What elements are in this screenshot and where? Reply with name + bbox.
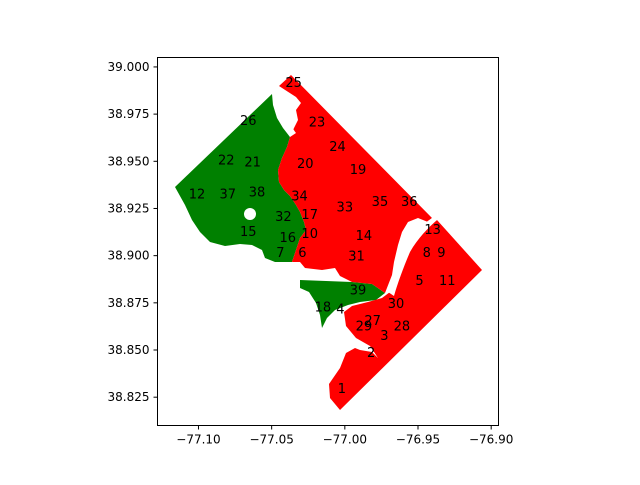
x-tick-label: −77.10 xyxy=(176,433,220,447)
region-hole xyxy=(244,208,256,220)
cluster-label-33: 33 xyxy=(337,201,354,216)
cluster-label-3: 3 xyxy=(380,329,388,344)
cluster-label-39: 39 xyxy=(350,284,367,299)
river-gap-north xyxy=(280,108,296,137)
cluster-label-37: 37 xyxy=(219,187,236,202)
cluster-label-38: 38 xyxy=(249,185,266,200)
river-gap-east xyxy=(388,218,437,296)
cluster-label-18: 18 xyxy=(315,301,332,316)
cluster-label-4: 4 xyxy=(336,302,344,317)
x-tick-label: −77.05 xyxy=(249,433,293,447)
cluster-label-14: 14 xyxy=(356,229,373,244)
cluster-label-35: 35 xyxy=(372,195,389,210)
cluster-label-34: 34 xyxy=(291,189,308,204)
cluster-label-6: 6 xyxy=(298,246,306,261)
y-tick-label: 38.850 xyxy=(108,343,150,357)
cluster-label-17: 17 xyxy=(301,208,318,223)
cluster-label-11: 11 xyxy=(439,274,456,289)
cluster-label-20: 20 xyxy=(297,157,314,172)
x-tick-label: −76.90 xyxy=(469,433,513,447)
cluster-label-23: 23 xyxy=(309,116,326,131)
cluster-label-28: 28 xyxy=(394,319,411,334)
y-tick-label: 38.950 xyxy=(108,154,150,168)
cluster-label-21: 21 xyxy=(244,155,261,170)
cluster-label-5: 5 xyxy=(415,274,423,289)
cluster-label-26: 26 xyxy=(240,114,257,129)
cluster-label-9: 9 xyxy=(437,246,445,261)
cluster-label-22: 22 xyxy=(218,153,235,168)
x-axis: −77.10 −77.05 −77.00 −76.95 −76.90 xyxy=(176,425,513,447)
cluster-label-13: 13 xyxy=(424,223,441,238)
y-tick-label: 39.000 xyxy=(108,60,150,74)
cluster-label-1: 1 xyxy=(338,382,346,397)
region-group-a-south xyxy=(300,280,385,328)
cluster-label-2: 2 xyxy=(367,346,375,361)
x-tick-label: −77.00 xyxy=(323,433,367,447)
y-axis: 38.825 38.850 38.875 38.900 38.925 38.950 38.9… xyxy=(108,60,158,404)
y-tick-label: 38.825 xyxy=(108,390,150,404)
y-tick-label: 38.925 xyxy=(108,201,150,215)
cluster-label-24: 24 xyxy=(329,140,346,155)
cluster-label-15: 15 xyxy=(240,225,257,240)
axes-frame xyxy=(157,57,499,426)
cluster-label-27: 27 xyxy=(364,314,381,329)
y-tick-label: 38.875 xyxy=(108,296,150,310)
cluster-label-7: 7 xyxy=(276,246,284,261)
cluster-label-25: 25 xyxy=(285,76,302,91)
cluster-label-36: 36 xyxy=(401,195,418,210)
y-tick-label: 38.975 xyxy=(108,107,150,121)
cluster-label-10: 10 xyxy=(301,227,318,242)
region-group-b-main xyxy=(278,75,432,293)
cluster-label-29: 29 xyxy=(356,319,373,334)
cluster-label-12: 12 xyxy=(189,187,206,202)
cluster-label-30: 30 xyxy=(388,297,405,312)
cluster-label-19: 19 xyxy=(350,163,367,178)
cluster-label-31: 31 xyxy=(348,250,365,265)
y-tick-label: 38.900 xyxy=(108,249,150,263)
region-group-b-southeast xyxy=(329,220,482,410)
x-tick-label: −76.95 xyxy=(396,433,440,447)
region-group-a-northwest xyxy=(175,94,306,262)
cluster-label-8: 8 xyxy=(423,246,431,261)
cluster-label-16: 16 xyxy=(279,231,296,246)
cluster-label-32: 32 xyxy=(275,210,292,225)
